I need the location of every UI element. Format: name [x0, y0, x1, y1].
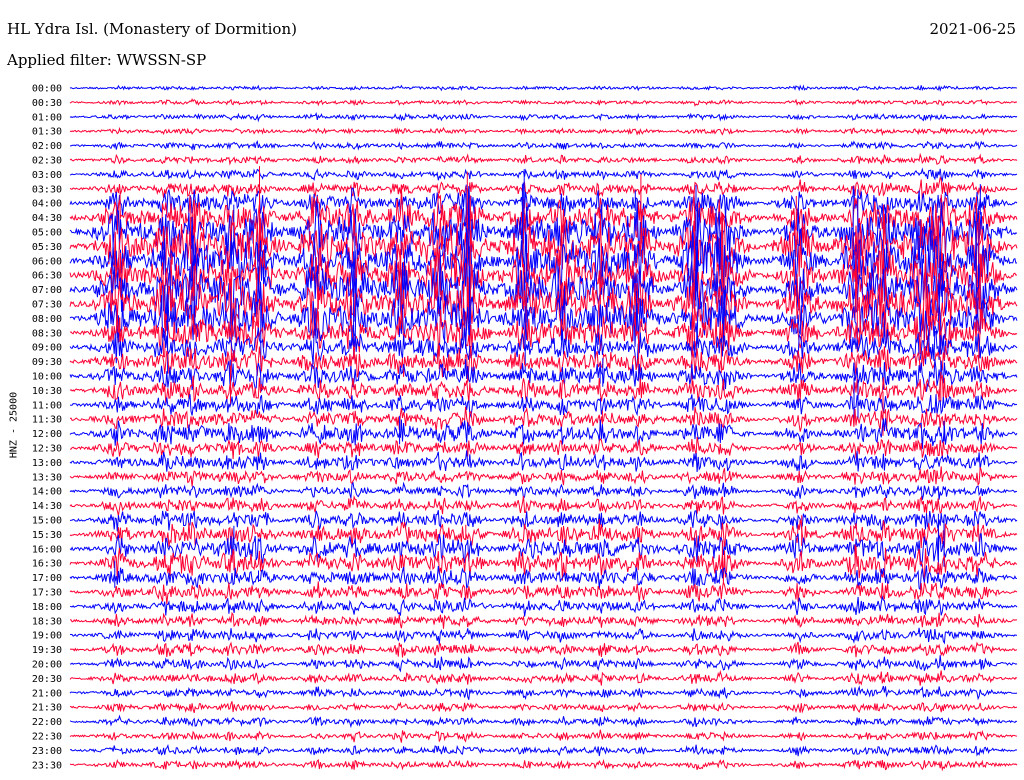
time-tick-label: 20:00	[32, 660, 62, 671]
time-tick-label: 08:00	[32, 314, 62, 325]
trace-line-0530	[69, 212, 1018, 277]
trace-line-2330	[69, 758, 1018, 772]
time-tick-label: 02:00	[32, 141, 62, 152]
trace-line-0630	[69, 242, 1018, 318]
trace-line-0700	[69, 255, 1018, 330]
trace-line-0330	[69, 176, 1018, 200]
time-tick-label: 01:00	[32, 112, 62, 123]
time-tick-label: 04:30	[32, 213, 62, 224]
trace-line-1600	[69, 533, 1018, 567]
trace-line-0430	[69, 188, 1018, 246]
time-tick-label: 05:00	[32, 228, 62, 239]
time-tick-label: 22:30	[32, 732, 62, 743]
time-tick-label: 09:30	[32, 357, 62, 368]
time-tick-label: 23:30	[32, 760, 62, 771]
time-tick-label: 17:30	[32, 588, 62, 599]
time-tick-label: 16:00	[32, 544, 62, 555]
time-tick-label: 22:00	[32, 717, 62, 728]
time-tick-label: 10:30	[32, 386, 62, 397]
time-tick-label: 17:00	[32, 573, 62, 584]
trace-line-1430	[69, 495, 1018, 516]
time-tick-label: 12:30	[32, 444, 62, 455]
trace-line-1130	[69, 406, 1018, 432]
time-tick-label: 02:30	[32, 156, 62, 167]
time-tick-label: 10:00	[32, 372, 62, 383]
time-tick-label: 13:30	[32, 472, 62, 483]
time-tick-label: 21:30	[32, 703, 62, 714]
time-tick-label: 13:00	[32, 458, 62, 469]
trace-line-1100	[69, 394, 1018, 419]
trace-line-2030	[69, 669, 1018, 686]
time-tick-label: 20:30	[32, 674, 62, 685]
trace-line-1200	[69, 418, 1018, 450]
time-tick-labels: 00:00 00:30 01:00 01:30 02:00 02:30 03:00 03:30…	[32, 84, 62, 772]
time-tick-label: 15:00	[32, 516, 62, 527]
trace-line-1330	[69, 466, 1018, 487]
trace-line-0730	[69, 262, 1018, 345]
trace-line-2300	[69, 743, 1018, 757]
date-label: 2021-06-25	[929, 20, 1016, 38]
time-tick-label: 15:30	[32, 530, 62, 541]
trace-line-1400	[69, 481, 1018, 501]
trace-line-0100	[69, 111, 1018, 123]
trace-line-1930	[69, 641, 1018, 658]
time-tick-label: 19:00	[32, 631, 62, 642]
filter-label: Applied filter: WWSSN-SP	[7, 51, 207, 69]
trace-line-0300	[69, 167, 1018, 183]
time-tick-label: 18:30	[32, 616, 62, 627]
trace-group	[69, 84, 1018, 772]
time-tick-label: 12:00	[32, 429, 62, 440]
time-tick-label: 11:30	[32, 415, 62, 426]
trace-line-2130	[69, 701, 1018, 714]
trace-line-0230	[69, 152, 1018, 166]
time-tick-label: 01:30	[32, 127, 62, 138]
time-tick-label: 08:30	[32, 328, 62, 339]
trace-line-1000	[69, 359, 1018, 392]
trace-line-0930	[69, 343, 1018, 383]
trace-line-0130	[69, 126, 1018, 137]
time-tick-label: 14:00	[32, 487, 62, 498]
time-tick-label: 03:30	[32, 184, 62, 195]
trace-line-1300	[69, 450, 1018, 473]
trace-line-2230	[69, 729, 1018, 743]
trace-line-1900	[69, 627, 1017, 645]
trace-line-1630	[69, 545, 1018, 582]
time-tick-label: 06:00	[32, 256, 62, 267]
time-tick-label: 09:00	[32, 343, 62, 354]
trace-line-0800	[69, 286, 1018, 350]
time-tick-label: 07:30	[32, 300, 62, 311]
trace-line-1700	[69, 565, 1018, 591]
station-title: HL Ydra Isl. (Monastery of Dormition)	[7, 20, 297, 38]
time-tick-label: 04:00	[32, 199, 62, 210]
time-tick-label: 23:00	[32, 746, 62, 757]
trace-line-0000	[69, 84, 1018, 92]
trace-line-2000	[70, 655, 1018, 673]
time-tick-label: 16:30	[32, 559, 62, 570]
time-tick-label: 00:00	[32, 84, 62, 95]
time-tick-label: 06:30	[32, 271, 62, 282]
trace-line-0200	[70, 140, 1018, 152]
trace-line-2200	[69, 714, 1018, 729]
time-tick-label: 18:00	[32, 602, 62, 613]
trace-line-0400	[69, 185, 1018, 219]
trace-line-1800	[69, 595, 1018, 617]
time-tick-label: 19:30	[32, 645, 62, 656]
trace-line-1730	[69, 580, 1018, 604]
time-tick-label: 00:30	[32, 98, 62, 109]
time-tick-label: 14:30	[32, 501, 62, 512]
trace-line-1500	[69, 510, 1018, 532]
time-tick-label: 11:00	[32, 400, 62, 411]
time-tick-label: 21:00	[32, 688, 62, 699]
time-tick-label: 07:00	[32, 285, 62, 296]
time-tick-label: 03:00	[32, 170, 62, 181]
trace-line-1030	[69, 375, 1017, 405]
trace-line-0030	[69, 98, 1018, 107]
trace-line-2100	[69, 685, 1018, 701]
time-tick-label: 05:30	[32, 242, 62, 253]
trace-line-0900	[69, 325, 1018, 368]
trace-line-1830	[69, 611, 1017, 629]
trace-line-1230	[70, 436, 1018, 460]
